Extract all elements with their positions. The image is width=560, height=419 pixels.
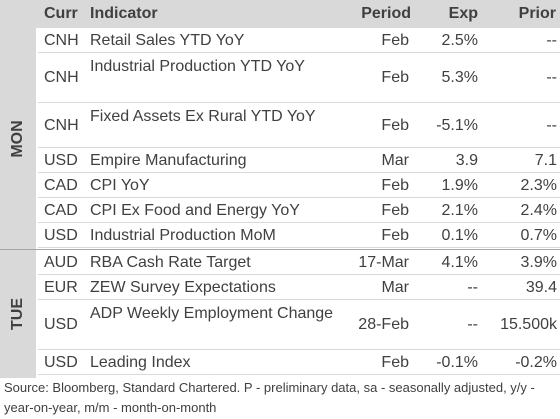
row-expected: 5.3% [441, 69, 478, 86]
row-currency: CNH [44, 69, 79, 86]
row-period: Feb [381, 117, 409, 134]
row-expected: 3.9 [455, 152, 478, 169]
day-band-mon: MON [0, 28, 36, 250]
table-row: USD Industrial Production MoM Feb 0.1% 0.7% [38, 223, 560, 248]
header-prior: Prior [518, 5, 556, 22]
row-indicator: Retail Sales YTD YoY [90, 32, 245, 49]
row-indicator: CPI YoY [90, 177, 150, 194]
row-prior: 3.9% [520, 254, 557, 271]
row-expected: 4.1% [441, 254, 478, 271]
row-indicator: Industrial Production YTD YoY [90, 58, 305, 75]
row-prior: 2.4% [520, 202, 557, 219]
row-period: Feb [381, 69, 409, 86]
table-row: CAD CPI YoY Feb 1.9% 2.3% [38, 173, 560, 198]
row-currency: CAD [44, 177, 78, 194]
row-prior: -0.2% [515, 354, 557, 371]
source-note: Source: Bloomberg, Standard Chartered. P… [4, 380, 535, 415]
row-indicator: Leading Index [90, 354, 191, 371]
table-row: USD Leading Index Feb -0.1% -0.2% [38, 350, 560, 375]
table-row: EUR ZEW Survey Expectations Mar -- 39.4 [38, 275, 560, 300]
row-indicator: ADP Weekly Employment Change [90, 305, 334, 322]
table-row: AUD RBA Cash Rate Target 17-Mar 4.1% 3.9% [38, 250, 560, 275]
row-currency: CAD [44, 202, 78, 219]
row-currency: USD [44, 227, 78, 244]
row-period: Feb [381, 202, 409, 219]
row-period: 28-Feb [358, 316, 409, 333]
table-row: USD ADP Weekly Employment Change 28-Feb -- 1… [38, 300, 560, 350]
header-curr: Curr [44, 5, 78, 22]
row-indicator: ZEW Survey Expectations [90, 279, 276, 296]
row-currency: CNH [44, 32, 79, 49]
row-period: Mar [381, 279, 409, 296]
group-divider [0, 249, 560, 250]
table-row: CNH Fixed Assets Ex Rural YTD YoY Feb -5.1%… [38, 103, 560, 148]
row-expected: 1.9% [441, 177, 478, 194]
row-expected: -- [467, 279, 478, 296]
day-label: TUE [9, 298, 26, 330]
table-row: CNH Retail Sales YTD YoY Feb 2.5% -- [38, 28, 560, 53]
row-indicator: Industrial Production MoM [90, 227, 276, 244]
row-expected: -- [467, 316, 478, 333]
day-label: MON [9, 120, 26, 158]
row-expected: -5.1% [436, 117, 478, 134]
row-prior: 2.3% [520, 177, 557, 194]
table-header: Curr Indicator Period Exp Prior [0, 0, 560, 28]
row-prior: -- [546, 117, 557, 134]
row-currency: EUR [44, 279, 78, 296]
row-currency: USD [44, 354, 78, 371]
table-row: USD Empire Manufacturing Mar 3.9 7.1 [38, 148, 560, 173]
row-prior: -- [546, 69, 557, 86]
row-period: Feb [381, 32, 409, 49]
table-row: CAD CPI Ex Food and Energy YoY Feb 2.1% 2.4% [38, 198, 560, 223]
row-period: Feb [381, 354, 409, 371]
row-period: Feb [381, 227, 409, 244]
row-expected: 0.1% [441, 227, 478, 244]
header-exp: Exp [448, 5, 478, 22]
row-prior: 15.500k [500, 316, 557, 333]
row-expected: -0.1% [436, 354, 478, 371]
row-currency: AUD [44, 254, 78, 271]
row-indicator: Fixed Assets Ex Rural YTD YoY [90, 108, 316, 125]
row-period: 17-Mar [358, 254, 409, 271]
day-band-tue: TUE [0, 250, 36, 378]
header-indicator: Indicator [90, 5, 158, 22]
row-prior: 39.4 [525, 279, 557, 296]
row-indicator: CPI Ex Food and Energy YoY [90, 202, 300, 219]
row-period: Mar [381, 152, 409, 169]
row-expected: 2.1% [441, 202, 478, 219]
row-prior: 0.7% [520, 227, 557, 244]
row-period: Feb [381, 177, 409, 194]
row-indicator: RBA Cash Rate Target [90, 254, 251, 271]
row-indicator: Empire Manufacturing [90, 152, 247, 169]
row-prior: -- [546, 32, 557, 49]
row-prior: 7.1 [534, 152, 557, 169]
row-currency: USD [44, 316, 78, 333]
header-period: Period [361, 5, 411, 22]
row-currency: USD [44, 152, 78, 169]
row-currency: CNH [44, 117, 79, 134]
table-row: CNH Industrial Production YTD YoY Feb 5.3% -… [38, 53, 560, 103]
row-expected: 2.5% [441, 32, 478, 49]
